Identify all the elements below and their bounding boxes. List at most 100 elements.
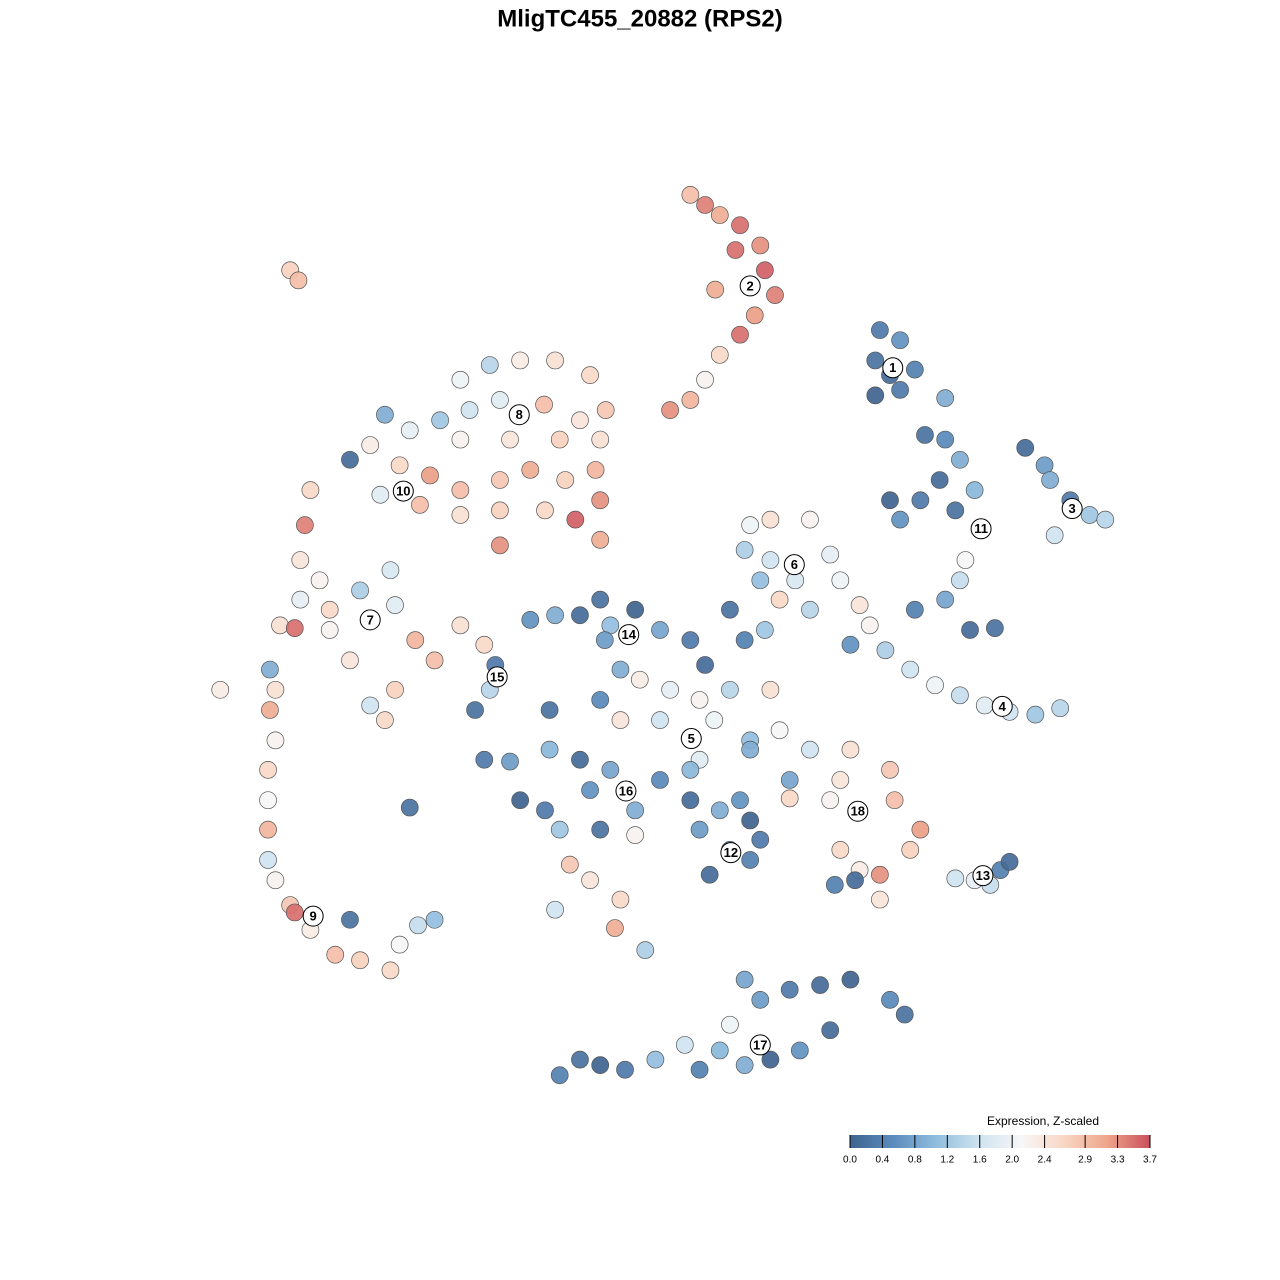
cluster-label: 10 — [396, 484, 410, 499]
point — [975, 696, 994, 715]
point — [651, 771, 669, 789]
point — [731, 791, 749, 810]
point — [801, 510, 819, 529]
point — [871, 321, 889, 339]
point — [706, 280, 725, 299]
point — [386, 596, 404, 615]
point — [860, 616, 879, 635]
cluster-label: 18 — [851, 804, 865, 819]
point — [661, 401, 679, 419]
point — [936, 590, 955, 609]
cluster-badge — [618, 624, 640, 646]
point — [475, 750, 494, 769]
point — [675, 1036, 694, 1054]
point — [341, 910, 359, 929]
point — [601, 760, 620, 779]
point — [591, 491, 610, 510]
point — [341, 450, 359, 469]
point — [1045, 526, 1064, 545]
point — [571, 606, 589, 625]
cluster-badge — [970, 518, 992, 540]
colorbar-tick-label: 3.7 — [1143, 1155, 1157, 1166]
point — [371, 485, 390, 504]
point — [259, 760, 277, 779]
point — [400, 421, 419, 440]
cluster-label: 6 — [791, 557, 798, 572]
point — [285, 619, 304, 638]
point — [626, 801, 645, 820]
point — [951, 686, 969, 705]
point — [756, 621, 774, 639]
point — [390, 935, 409, 954]
point — [591, 590, 610, 609]
point — [721, 1015, 739, 1034]
point — [876, 641, 895, 660]
point — [741, 851, 760, 869]
point — [521, 611, 540, 629]
point — [761, 510, 780, 529]
cluster-label: 8 — [516, 407, 523, 422]
point — [451, 370, 470, 389]
point — [451, 506, 470, 524]
point — [546, 351, 564, 370]
point — [690, 691, 709, 709]
point — [780, 980, 799, 999]
point — [905, 360, 924, 379]
point — [731, 216, 749, 235]
point — [696, 656, 714, 674]
cluster-badge — [972, 865, 994, 887]
point — [891, 381, 909, 399]
point — [831, 771, 850, 789]
point — [756, 261, 774, 280]
point — [930, 471, 949, 489]
point — [266, 680, 285, 699]
point — [425, 651, 444, 670]
point — [550, 1066, 569, 1085]
point — [606, 919, 624, 937]
point — [986, 619, 1004, 638]
points — [211, 185, 1115, 1085]
point — [261, 701, 279, 719]
point — [310, 571, 329, 590]
point — [266, 871, 285, 890]
point — [596, 401, 615, 419]
point — [866, 386, 885, 405]
point — [951, 450, 969, 469]
cluster-label: 16 — [619, 783, 633, 798]
cluster-label: 11 — [974, 521, 988, 536]
point — [1096, 510, 1115, 529]
point — [480, 356, 499, 374]
colorbar-tick-label: 2.9 — [1078, 1155, 1092, 1166]
point — [891, 510, 909, 529]
point — [560, 855, 579, 874]
point — [451, 481, 470, 500]
point — [536, 801, 554, 820]
point — [259, 791, 277, 810]
point — [946, 869, 965, 888]
point — [741, 740, 760, 759]
point — [591, 430, 610, 449]
point — [700, 865, 719, 884]
point — [211, 680, 230, 699]
point — [850, 596, 869, 615]
point — [690, 820, 709, 839]
point — [745, 306, 764, 325]
point — [905, 600, 924, 619]
point — [1000, 852, 1019, 871]
point — [431, 411, 449, 430]
point — [566, 510, 585, 529]
point — [710, 1041, 729, 1060]
point — [735, 1056, 754, 1075]
point — [811, 976, 829, 994]
point — [926, 676, 944, 695]
point — [751, 571, 770, 590]
point — [965, 481, 984, 500]
point — [521, 461, 540, 479]
point — [696, 196, 714, 214]
point — [291, 590, 310, 609]
point — [710, 346, 729, 364]
point — [885, 791, 904, 810]
point — [871, 865, 889, 884]
point — [681, 391, 700, 409]
cluster-badge — [720, 842, 742, 864]
